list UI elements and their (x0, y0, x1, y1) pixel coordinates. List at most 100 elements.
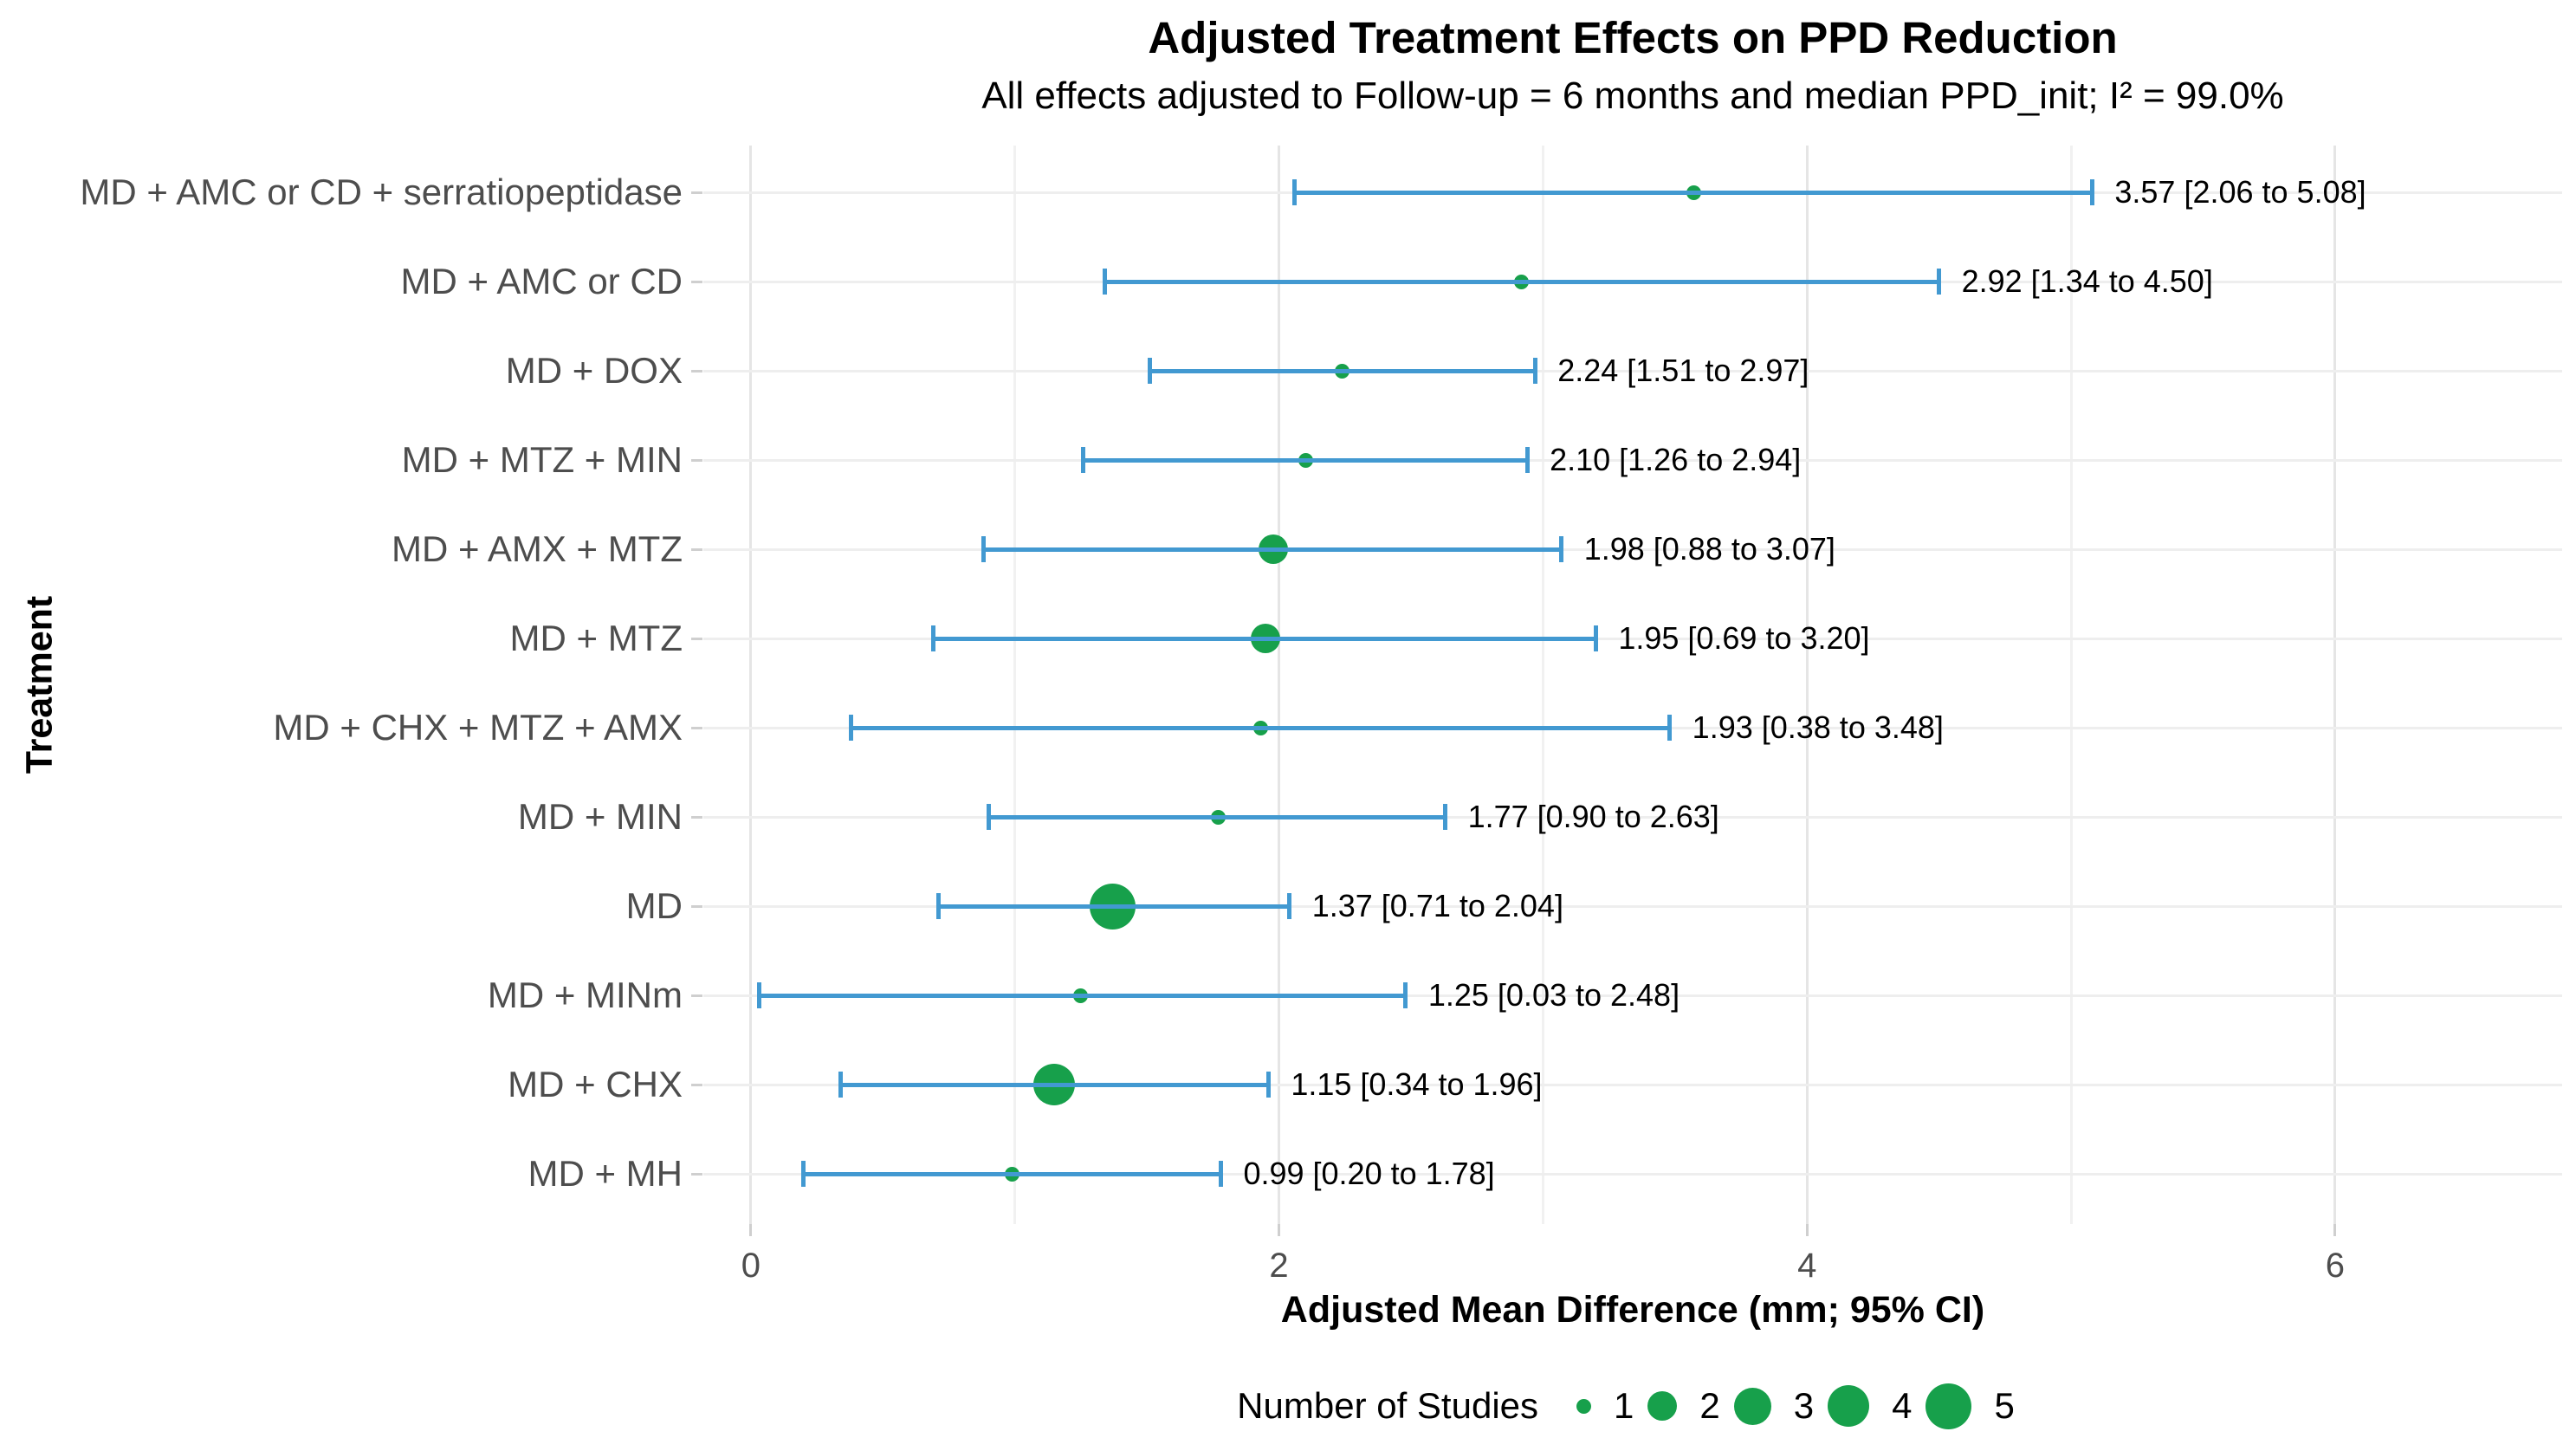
ci-annotation: 1.25 [0.03 to 2.48] (1427, 977, 1680, 1013)
y-axis-label: MD + MTZ + MIN (401, 439, 683, 480)
y-tick (691, 458, 702, 462)
ci-annotation: 1.77 [0.90 to 2.63] (1467, 799, 1719, 834)
chart-title: Adjusted Treatment Effects on PPD Reduct… (1148, 13, 2118, 62)
error-bar-cap-left (935, 893, 941, 919)
error-bar-cap-left (1147, 358, 1152, 384)
x-tick (1805, 1224, 1809, 1236)
error-bar (1294, 190, 2093, 195)
y-axis-label: MD + DOX (505, 350, 683, 391)
ci-annotation: 1.95 [0.69 to 3.20] (1618, 620, 1870, 656)
error-bar-cap-right (1443, 804, 1448, 830)
ci-annotation: 1.98 [0.88 to 3.07] (1583, 531, 1835, 567)
ci-annotation: 2.24 [1.51 to 2.97] (1557, 353, 1809, 388)
ci-annotation: 1.93 [0.38 to 3.48] (1692, 709, 1944, 745)
y-axis-label: MD + CHX (508, 1064, 683, 1104)
row-gridline (703, 994, 2562, 997)
legend-dot (1733, 1387, 1771, 1425)
error-bar (1149, 368, 1536, 373)
error-bar-cap-left (838, 1072, 843, 1098)
error-bar-cap-right (1265, 1072, 1271, 1098)
legend-item: 4 (1828, 1385, 1912, 1427)
error-bar-cap-left (930, 625, 935, 651)
error-bar-cap-right (2089, 179, 2094, 205)
y-tick (691, 369, 702, 372)
error-bar (1083, 457, 1528, 463)
legend-size-label: 5 (1994, 1385, 2015, 1426)
legend-dot (1576, 1398, 1592, 1414)
x-tick (749, 1224, 753, 1236)
error-bar (851, 725, 1670, 730)
error-bar-cap-left (1102, 269, 1107, 295)
grid-major-line (1805, 146, 1809, 1224)
error-bar-cap-left (981, 536, 986, 562)
y-axis-label: MD + AMC or CD + serratiopeptidase (80, 172, 683, 212)
legend-title: Number of Studies (1237, 1385, 1539, 1426)
ci-annotation: 0.99 [0.20 to 1.78] (1243, 1156, 1495, 1191)
legend-dot (1647, 1391, 1678, 1421)
grid-major-line (749, 146, 753, 1224)
y-axis-label: MD + MIN (517, 796, 683, 837)
y-tick (691, 1083, 702, 1086)
x-tick-label: 4 (1797, 1247, 1817, 1285)
legend-items: 1 2 3 4 5 (1576, 1383, 2029, 1429)
ci-annotation: 1.15 [0.34 to 1.96] (1291, 1066, 1543, 1102)
legend-size-label: 3 (1793, 1385, 1815, 1426)
row-gridline (703, 369, 2562, 372)
legend-item: 3 (1733, 1385, 1815, 1427)
y-axis-label: MD (625, 885, 683, 926)
y-axis-label: MD + AMC or CD (400, 261, 683, 301)
error-bar (983, 547, 1562, 552)
y-axis-title: Treatment (18, 595, 61, 774)
ci-annotation: 1.37 [0.71 to 2.04] (1311, 888, 1563, 923)
y-axis-label: MD + MH (527, 1153, 683, 1194)
ci-annotation: 3.57 [2.06 to 5.08] (2114, 174, 2366, 210)
y-tick (691, 726, 702, 729)
error-bar-cap-right (1559, 536, 1564, 562)
y-axis-label: MD + CHX + MTZ + AMX (273, 707, 683, 748)
y-tick (691, 904, 702, 908)
row-gridline (703, 815, 2562, 819)
error-bar (933, 636, 1596, 641)
error-bar (938, 904, 1290, 909)
error-bar-cap-right (1218, 1161, 1223, 1187)
x-tick (1278, 1224, 1281, 1236)
ci-annotation: 2.10 [1.26 to 2.94] (1550, 442, 1802, 477)
row-gridline (703, 904, 2562, 908)
error-bar (1104, 279, 1939, 284)
legend-size-label: 2 (1699, 1385, 1720, 1426)
y-tick (691, 994, 702, 997)
grid-major-line (1278, 146, 1281, 1224)
plot-panel: 3.57 [2.06 to 5.08] 2.92 [1.34 to 4.50] 2.… (703, 146, 2562, 1224)
legend: Number of Studies 1 2 3 4 5 (703, 1367, 2562, 1445)
grid-major-line (2333, 146, 2337, 1224)
error-bar-cap-right (1403, 982, 1408, 1008)
legend-item: 2 (1647, 1385, 1720, 1427)
legend-item: 1 (1576, 1385, 1634, 1427)
error-bar-cap-left (1292, 179, 1298, 205)
legend-size-label: 1 (1614, 1385, 1634, 1426)
grid-minor-line (2069, 146, 2073, 1224)
legend-dot (1828, 1385, 1870, 1427)
y-axis-label: MD + MTZ (509, 618, 683, 658)
error-bar-cap-right (1937, 269, 1942, 295)
x-tick-label: 0 (741, 1247, 761, 1285)
error-bar-cap-left (1081, 447, 1086, 473)
row-gridline (703, 637, 2562, 640)
legend-size-label: 4 (1892, 1385, 1913, 1426)
y-tick (691, 280, 702, 283)
error-bar (803, 1171, 1221, 1176)
error-bar-cap-right (1667, 715, 1673, 741)
error-bar-cap-left (849, 715, 854, 741)
y-tick (691, 815, 702, 819)
error-bar-cap-left (986, 804, 991, 830)
x-tick-label: 2 (1269, 1247, 1289, 1285)
legend-dot (1926, 1383, 1972, 1429)
error-bar-cap-right (1524, 447, 1530, 473)
error-bar-cap-left (756, 982, 761, 1008)
error-bar (759, 993, 1406, 998)
y-tick (691, 1172, 702, 1176)
row-gridline (703, 547, 2562, 551)
error-bar-cap-right (1287, 893, 1292, 919)
row-gridline (703, 1172, 2562, 1176)
